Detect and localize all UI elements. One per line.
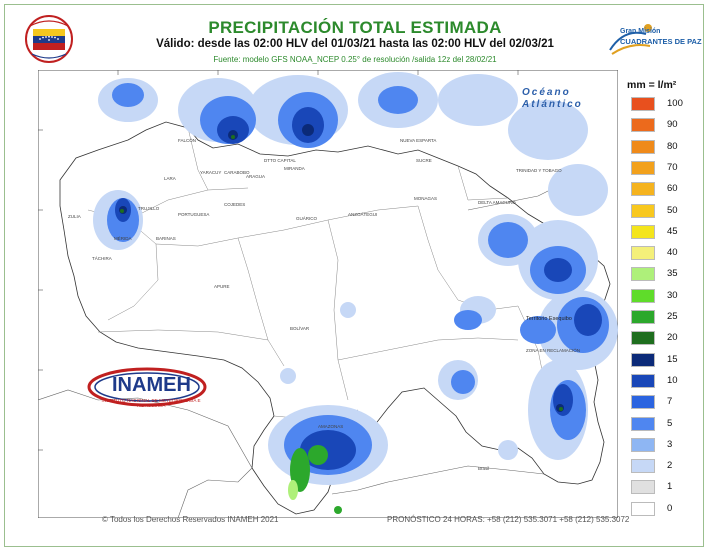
legend-label: 50 [667, 204, 678, 216]
legend-swatch [631, 501, 655, 516]
label-carabobo: CARABOBO [224, 170, 250, 175]
inameh-logo-icon [87, 367, 207, 407]
legend-swatch [631, 160, 655, 175]
label-tachira: TÁCHIRA [92, 255, 112, 261]
legend-label: 0 [667, 502, 673, 514]
label-delta-amacuro: DELTA AMACURO [478, 200, 516, 205]
label-trinidad: TRINIDAD Y TOBAGO [516, 168, 562, 173]
label-territorio-esequibo: Territorio Esequibo [526, 316, 572, 322]
precipitation-extreme [288, 480, 298, 500]
legend-label: 10 [667, 374, 678, 386]
label-bolivar: BOLÍVAR [290, 325, 310, 331]
legend-label: 7 [667, 396, 673, 408]
legend-swatch [631, 480, 655, 495]
source-note: Fuente: modelo GFS NOAA_NCEP 0.25° de re… [213, 55, 497, 64]
label-cojedes: COJEDES [224, 202, 245, 207]
footer-forecast: PRONÓSTICO 24 HORAS: +58 (212) 535.3071 … [387, 515, 630, 524]
label-brasil: Brasil [478, 466, 489, 471]
legend-swatch [631, 437, 655, 452]
inameh-logo-text: INAMEH [112, 374, 191, 396]
legend-label: 3 [667, 438, 673, 450]
ocean-label-line-1: Océano [522, 87, 571, 98]
legend-label: 80 [667, 140, 678, 152]
legend-title: mm = l/m² [627, 79, 677, 91]
legend-swatch [631, 416, 655, 431]
legend-label: 45 [667, 225, 678, 237]
legend-label: 20 [667, 332, 678, 344]
legend-swatch [631, 118, 655, 133]
legend-label: 70 [667, 161, 678, 173]
label-dtto-capital: DTTO CAPITAL [264, 158, 296, 163]
page-title: PRECIPITACIÓN TOTAL ESTIMADA [208, 18, 502, 37]
legend-label: 90 [667, 119, 678, 131]
legend-label: 2 [667, 460, 673, 472]
logo-line-2: CUADRANTES DE PAZ [620, 37, 702, 46]
map-grid-ticks [38, 70, 519, 451]
legend-swatch [631, 288, 655, 303]
precipitation-map: ZULIA TRUJILLO LARA FALCÓN YARACUY CARAB… [38, 70, 618, 518]
legend-swatch [631, 246, 655, 261]
label-portuguesa: PORTUGUESA [178, 212, 209, 217]
legend-label: 1 [667, 481, 673, 493]
label-falcon: FALCÓN [178, 137, 196, 143]
legend-label: 60 [667, 183, 678, 195]
label-barinas: BARINAS [156, 236, 176, 241]
label-miranda: MIRANDA [284, 166, 305, 171]
label-merida: MÉRIDA [114, 235, 132, 241]
label-trujillo: TRUJILLO [138, 206, 160, 211]
legend-swatch [631, 352, 655, 367]
ocean-label-line-2: Atlántico [522, 99, 583, 110]
label-monagas: MONAGAS [414, 196, 437, 201]
validity-subtitle: Válido: desde las 02:00 HLV del 01/03/21… [156, 38, 554, 50]
label-yaracuy: YARACUY [200, 170, 221, 175]
legend-label: 5 [667, 417, 673, 429]
legend-swatch [631, 224, 655, 239]
label-aragua: ARAGUA [246, 174, 265, 179]
legend-swatch [631, 267, 655, 282]
label-zona-reclamacion: ZONA EN RECLAMACIÓN [526, 347, 580, 353]
legend-swatch [631, 331, 655, 346]
legend-swatch [631, 310, 655, 324]
legend-swatch [631, 182, 655, 197]
label-lara: LARA [164, 176, 176, 181]
legend-label: 25 [667, 311, 678, 322]
logo-line-1: Gran Misión [620, 28, 661, 35]
label-apure: APURE [214, 284, 230, 289]
label-nueva-esparta: NUEVA ESPARTA [400, 138, 436, 143]
label-sucre: SUCRE [416, 158, 432, 163]
legend-label: 100 [667, 98, 683, 109]
label-guarico: GUÁRICO [296, 215, 318, 221]
venezuela-outline [59, 121, 611, 515]
legend-swatch [631, 203, 655, 218]
legend-label: 40 [667, 247, 678, 259]
legend-swatch [631, 97, 655, 111]
inameh-logo-subtitle: INSTITUTO NACIONAL DE METEOROLOGÍA E HID… [101, 398, 201, 408]
venezuela-seal-icon [25, 15, 73, 63]
label-zulia: ZULIA [68, 214, 81, 219]
label-amazonas: AMAZONAS [318, 424, 343, 429]
image-frame [4, 4, 704, 547]
precipitation-heavy [115, 107, 602, 470]
gran-mision-logo-icon [609, 24, 652, 55]
legend-swatch [631, 139, 655, 154]
legend-label: 35 [667, 268, 678, 280]
legend-label: 30 [667, 289, 678, 301]
legend-label: 15 [667, 353, 678, 365]
label-anzoategui: ANZOÁTEGUI [348, 211, 377, 217]
legend-swatch [631, 395, 655, 410]
legend-swatch [631, 373, 655, 388]
footer-copyright: © Todos los Derechos Reservados INAMEH 2… [102, 515, 279, 524]
legend-swatch [631, 459, 655, 474]
